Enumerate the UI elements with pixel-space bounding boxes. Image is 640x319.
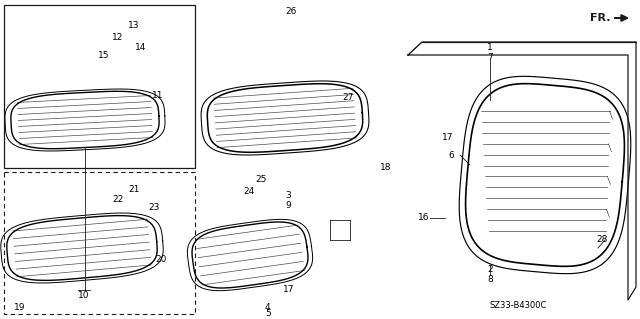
Text: 26: 26 xyxy=(285,8,296,17)
Text: 15: 15 xyxy=(98,50,109,60)
Text: 19: 19 xyxy=(14,303,26,313)
Text: 6: 6 xyxy=(448,151,454,160)
Text: 13: 13 xyxy=(128,20,140,29)
Text: 11: 11 xyxy=(152,91,163,100)
Text: 22: 22 xyxy=(112,196,124,204)
Text: 12: 12 xyxy=(112,33,124,42)
Text: 24: 24 xyxy=(243,188,254,197)
Text: 7: 7 xyxy=(487,54,493,63)
Text: 9: 9 xyxy=(285,201,291,210)
Text: 1: 1 xyxy=(487,43,493,53)
Text: 18: 18 xyxy=(380,164,392,173)
Text: 16: 16 xyxy=(418,213,429,222)
Text: 20: 20 xyxy=(155,256,166,264)
Text: 2: 2 xyxy=(487,265,493,275)
Text: 14: 14 xyxy=(135,43,147,53)
Bar xyxy=(4,5,195,168)
Text: 10: 10 xyxy=(78,291,90,300)
Text: 17: 17 xyxy=(283,286,294,294)
Text: SZ33-B4300C: SZ33-B4300C xyxy=(490,301,547,310)
Text: 21: 21 xyxy=(128,184,140,194)
Text: 17: 17 xyxy=(442,133,454,143)
Text: 5: 5 xyxy=(265,309,271,318)
Text: 28: 28 xyxy=(596,235,607,244)
Bar xyxy=(4,172,195,314)
Text: 23: 23 xyxy=(148,204,159,212)
Text: FR.: FR. xyxy=(590,13,611,23)
Text: 25: 25 xyxy=(255,175,266,184)
Text: 27: 27 xyxy=(342,93,353,102)
Text: 8: 8 xyxy=(487,276,493,285)
Text: 4: 4 xyxy=(265,302,271,311)
Text: 3: 3 xyxy=(285,190,291,199)
